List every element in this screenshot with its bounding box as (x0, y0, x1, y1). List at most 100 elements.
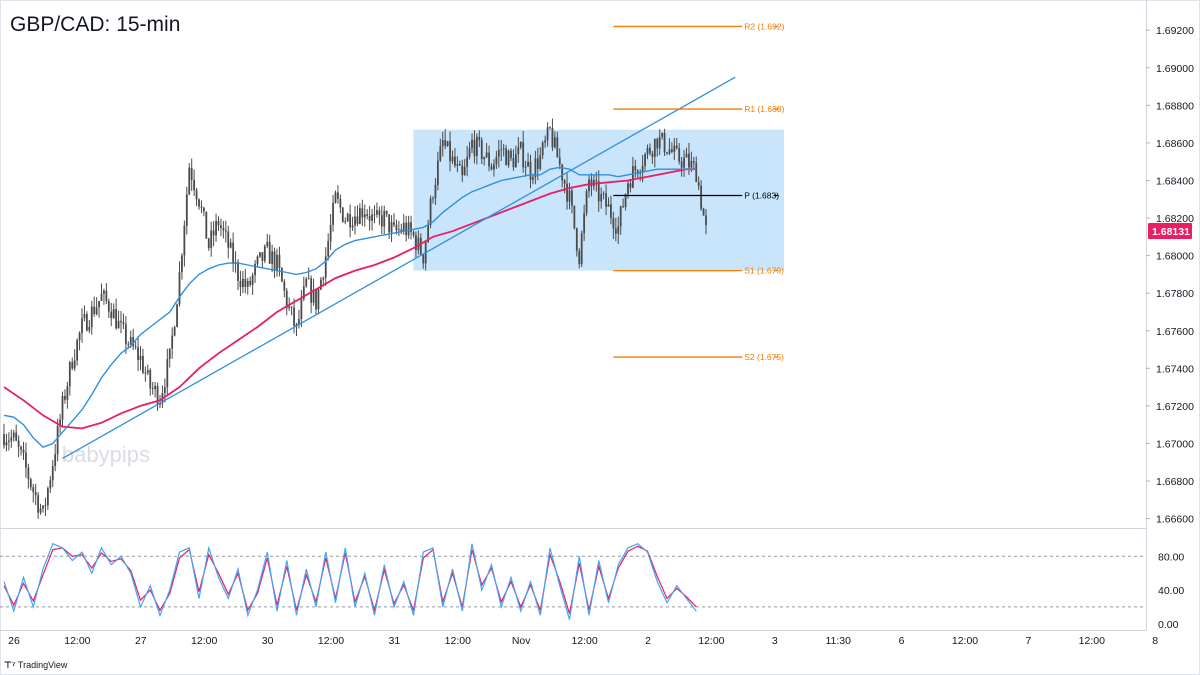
time-tick-label: 8 (1152, 635, 1158, 647)
oscillator-tick-label: 40.00 (1158, 585, 1184, 597)
candle-body (129, 337, 132, 345)
candle-body (656, 138, 659, 149)
price-tick-label: 1.66800 (1156, 476, 1194, 488)
candle-body (583, 213, 586, 234)
candle-body (358, 208, 361, 224)
candle-body (580, 233, 583, 265)
candle-body (544, 140, 547, 143)
candle-body (490, 166, 493, 170)
candle-body (685, 153, 688, 158)
candle-body (205, 211, 208, 239)
candle-body (229, 242, 232, 248)
candle-body (541, 142, 544, 156)
candle-body (339, 198, 342, 208)
candle-body (617, 226, 620, 234)
candle-body (497, 149, 500, 157)
candle-body (573, 205, 576, 229)
candle-body (178, 272, 181, 305)
candle-body (575, 228, 578, 251)
candle-body (317, 289, 320, 310)
candle-body (446, 141, 449, 146)
candle-body (612, 217, 615, 229)
candle-body (668, 149, 671, 154)
candle-body (566, 183, 568, 202)
candle-body (202, 207, 205, 212)
candle-body (692, 161, 695, 163)
candle-body (156, 386, 159, 405)
candle-body (532, 177, 534, 180)
candle-body (337, 192, 339, 199)
candle-body (224, 230, 227, 232)
candle-body (276, 254, 278, 271)
candle-body (319, 279, 322, 290)
candle-body (105, 290, 108, 302)
candle-body (112, 309, 115, 319)
candle-body (524, 166, 527, 168)
price-tick-label: 1.67800 (1156, 288, 1194, 300)
candle-body (117, 320, 120, 329)
candle-body (268, 241, 271, 264)
stoch-k-line (3, 542, 697, 620)
candle-body (295, 323, 298, 326)
candle-body (146, 370, 149, 374)
current-price-tag (1148, 222, 1192, 239)
candle-body (39, 508, 42, 513)
candle-body (556, 137, 559, 158)
candle-body (290, 306, 293, 308)
candle-body (93, 306, 96, 315)
candle-body (76, 339, 79, 361)
candle-body (378, 210, 381, 216)
tradingview-logo-icon: ⊤⁷ (4, 660, 16, 670)
candle-body (159, 403, 161, 405)
candle-body (193, 179, 196, 191)
candle-body (283, 281, 286, 291)
brand-label: TradingView (17, 660, 68, 670)
candle-body (354, 216, 356, 226)
candle-body (410, 222, 412, 233)
candle-body (132, 337, 135, 347)
candle-body (298, 318, 300, 324)
price-tick-label: 1.67600 (1156, 326, 1194, 338)
candle-body (670, 149, 673, 152)
candle-body (142, 355, 144, 373)
candle-body (15, 432, 18, 441)
candle-body (658, 136, 661, 149)
time-tick-label: 6 (899, 635, 905, 647)
candle-body (641, 165, 644, 173)
candle-body (558, 157, 561, 165)
sma-fast-line (3, 166, 697, 449)
candle-body (422, 254, 425, 264)
candle-body (402, 222, 405, 232)
level-label-1: R1 (1.688) (744, 104, 784, 114)
candle-body (390, 222, 393, 233)
candle-body (444, 140, 447, 146)
time-tick-label: 7 (1025, 635, 1031, 647)
candle-body (307, 278, 310, 280)
candle-body (610, 204, 612, 218)
candle-body (488, 152, 490, 167)
candle-body (551, 127, 554, 148)
candle-body (568, 190, 571, 202)
candle-body (549, 127, 551, 129)
watermark-text: babypips (62, 442, 150, 467)
candle-body (288, 306, 291, 309)
candle-body (458, 164, 461, 166)
candle-body (351, 225, 354, 228)
candle-body (605, 193, 607, 207)
candle-body (261, 252, 264, 261)
candle-body (393, 222, 395, 225)
candle-body (20, 446, 22, 450)
candle-body (634, 166, 637, 171)
candle-body (553, 137, 556, 148)
candle-body (166, 358, 169, 388)
candle-body (46, 488, 49, 506)
candle-body (5, 442, 8, 446)
candle-body (695, 162, 698, 183)
candle-body (12, 432, 15, 438)
candle-body (3, 434, 5, 446)
axes-layer: 1.69200 1.69000 1.68800 1.68600 1.68400 1.682… (8, 25, 1194, 647)
oscillator-tick-label: 80.00 (1158, 551, 1184, 563)
candle-body (585, 191, 588, 214)
candle-body (361, 208, 364, 218)
